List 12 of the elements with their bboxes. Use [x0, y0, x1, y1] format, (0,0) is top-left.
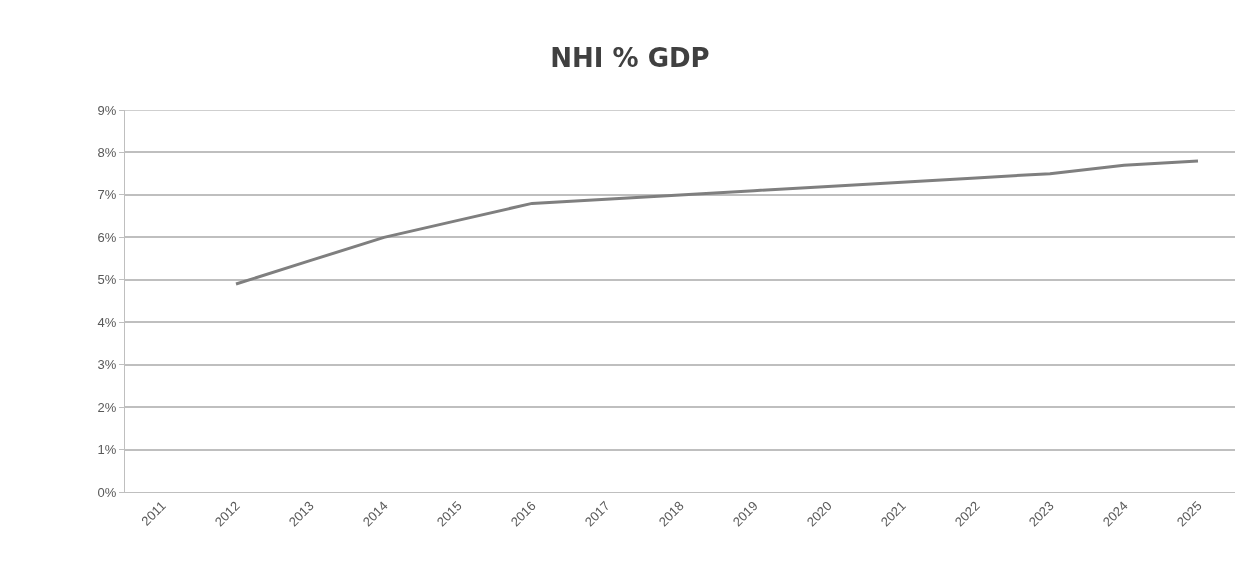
- line-series: [234, 159, 1200, 286]
- y-tick-label: 4%: [97, 314, 117, 330]
- y-tick-label: 6%: [97, 229, 117, 245]
- y-tick-label: 0%: [97, 484, 117, 500]
- y-tick-label: 8%: [97, 144, 117, 160]
- y-tick-label: 9%: [97, 102, 117, 118]
- y-tick-label: 7%: [97, 187, 117, 203]
- y-tick-label: 2%: [97, 399, 117, 415]
- chart-title: NHI % GDP: [550, 43, 710, 74]
- y-tick-label: 3%: [97, 357, 117, 373]
- y-tick-label: 5%: [97, 272, 117, 288]
- y-tick-label: 1%: [97, 442, 117, 458]
